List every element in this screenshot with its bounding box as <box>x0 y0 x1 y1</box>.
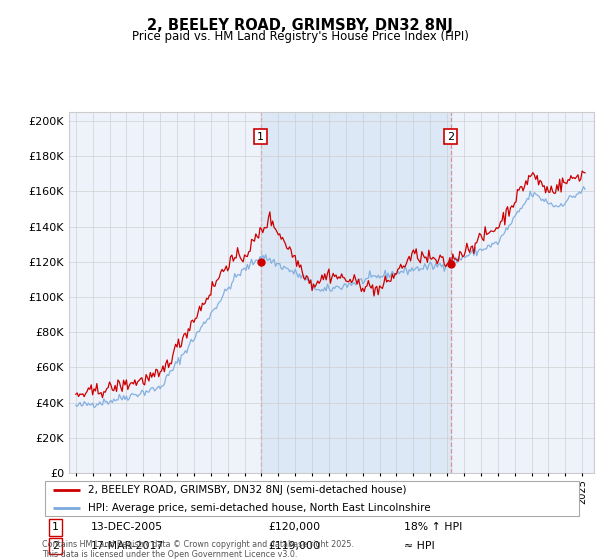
Text: Contains HM Land Registry data © Crown copyright and database right 2025.
This d: Contains HM Land Registry data © Crown c… <box>42 540 354 559</box>
Text: 2, BEELEY ROAD, GRIMSBY, DN32 8NJ (semi-detached house): 2, BEELEY ROAD, GRIMSBY, DN32 8NJ (semi-… <box>88 485 406 495</box>
Text: 1: 1 <box>257 132 264 142</box>
Text: 2, BEELEY ROAD, GRIMSBY, DN32 8NJ: 2, BEELEY ROAD, GRIMSBY, DN32 8NJ <box>147 18 453 32</box>
Text: 18% ↑ HPI: 18% ↑ HPI <box>404 522 462 533</box>
FancyBboxPatch shape <box>45 482 580 516</box>
Text: 13-DEC-2005: 13-DEC-2005 <box>91 522 163 533</box>
Text: 17-MAR-2017: 17-MAR-2017 <box>91 541 164 551</box>
Text: £119,000: £119,000 <box>269 541 321 551</box>
Text: HPI: Average price, semi-detached house, North East Lincolnshire: HPI: Average price, semi-detached house,… <box>88 503 431 513</box>
Text: £120,000: £120,000 <box>269 522 321 533</box>
Text: ≈ HPI: ≈ HPI <box>404 541 434 551</box>
Text: Price paid vs. HM Land Registry's House Price Index (HPI): Price paid vs. HM Land Registry's House … <box>131 30 469 43</box>
Text: 2: 2 <box>447 132 454 142</box>
Text: 2: 2 <box>52 541 59 551</box>
Text: 1: 1 <box>52 522 59 533</box>
Bar <box>260 112 451 473</box>
